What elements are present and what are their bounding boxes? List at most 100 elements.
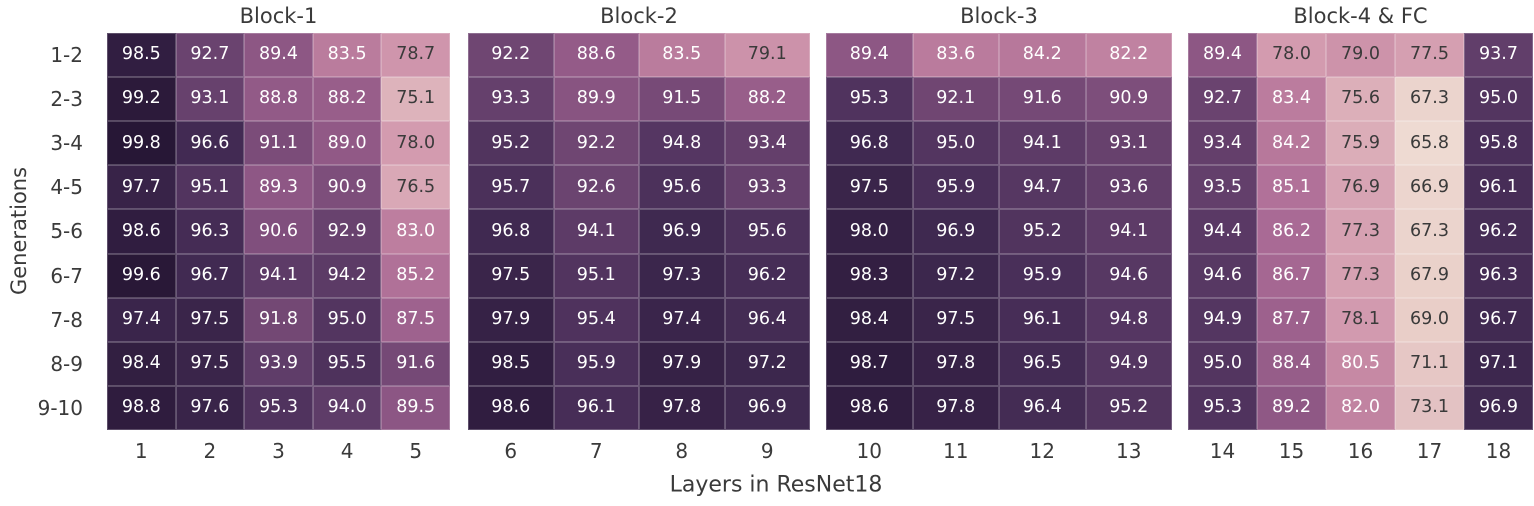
row-tick-label: 4-5: [50, 175, 83, 200]
heatmap-cell: 95.3: [1188, 385, 1257, 430]
x-tick-label: 18: [1485, 439, 1512, 463]
heatmap-cell: 96.9: [724, 385, 810, 430]
heatmap-cell: 73.1: [1395, 385, 1464, 430]
heatmap-cell: 80.5: [1326, 341, 1395, 386]
heatmap-cell: 83.0: [381, 209, 450, 254]
heatmap-cell: 95.0: [312, 297, 382, 342]
heatmap-cell: 98.3: [826, 253, 913, 298]
heatmap-cell: 95.3: [244, 385, 313, 430]
heatmap-cell: 95.2: [468, 121, 554, 166]
heatmap-cell: 94.1: [1085, 209, 1172, 254]
heatmap-cell: 84.2: [1257, 121, 1326, 166]
heatmap-cell: 98.6: [468, 385, 554, 430]
block-2-grid: 92.2 88.6 83.5 79.1 93.3 89.9 91.5 88.2 95.2 92.2…: [468, 33, 810, 430]
row-tick-label: 9-10: [37, 395, 83, 420]
heatmap-cell: 96.1: [1464, 165, 1533, 210]
heatmap-cell: 75.9: [1326, 121, 1395, 166]
heatmap-cell: 96.3: [1464, 253, 1533, 298]
heatmap-cell: 92.7: [1188, 77, 1257, 122]
heatmap-cell: 95.1: [553, 253, 639, 298]
heatmap-cell: 96.9: [912, 209, 999, 254]
heatmap-cell: 97.3: [639, 253, 725, 298]
heatmap-cell: 96.8: [826, 121, 913, 166]
heatmap-cell: 86.2: [1257, 209, 1326, 254]
heatmap-cell: 82.0: [1326, 385, 1395, 430]
heatmap-cell: 96.1: [553, 385, 639, 430]
heatmap-cell: 94.4: [1188, 209, 1257, 254]
heatmap-cell: 95.2: [999, 209, 1086, 254]
heatmap-cell: 91.6: [381, 341, 450, 386]
heatmap-cell: 71.1: [1395, 341, 1464, 386]
block-3-title: Block-3: [960, 4, 1038, 28]
heatmap-cell: 97.5: [175, 297, 245, 342]
heatmap-cell: 96.5: [999, 341, 1086, 386]
heatmap-cell: 96.9: [1464, 385, 1533, 430]
heatmap-cell: 96.3: [175, 209, 245, 254]
heatmap-cell: 96.2: [724, 253, 810, 298]
heatmap-cell: 94.6: [1188, 253, 1257, 298]
heatmap-cell: 83.5: [312, 33, 382, 78]
heatmap-cell: 89.4: [1188, 33, 1257, 78]
heatmap-cell: 95.6: [724, 209, 810, 254]
heatmap-cell: 78.1: [1326, 297, 1395, 342]
heatmap-cell: 88.6: [553, 33, 639, 78]
heatmap-cell: 87.7: [1257, 297, 1326, 342]
heatmap-cell: 85.1: [1257, 165, 1326, 210]
heatmap-block-4: Block-4 & FC 89.4 78.0 79.0 77.5 93.7 92.7 83.…: [1188, 4, 1533, 463]
heatmap-cell: 96.2: [1464, 209, 1533, 254]
heatmap-cell: 97.5: [826, 165, 913, 210]
heatmap-cell: 65.8: [1395, 121, 1464, 166]
block-1-grid: 98.5 92.7 89.4 83.5 78.7 99.2 93.1 88.8 88.2 75.1…: [107, 33, 450, 430]
x-tick-label: 8: [675, 439, 689, 463]
row-tick-label: 8-9: [50, 351, 83, 376]
heatmap-cell: 94.9: [1188, 297, 1257, 342]
heatmap-cell: 95.0: [912, 121, 999, 166]
heatmap-cell: 92.6: [553, 165, 639, 210]
heatmap-cell: 76.9: [1326, 165, 1395, 210]
heatmap-cell: 90.9: [1085, 77, 1172, 122]
block-4-grid: 89.4 78.0 79.0 77.5 93.7 92.7 83.4 75.6 67.3 95.0…: [1188, 33, 1533, 430]
heatmap-cell: 96.7: [175, 253, 245, 298]
block-3-xticks: 10 11 12 13: [826, 437, 1172, 465]
heatmap-cell: 86.7: [1257, 253, 1326, 298]
block-2-title: Block-2: [600, 4, 678, 28]
heatmap-cell: 94.6: [1085, 253, 1172, 298]
heatmap-cell: 98.6: [826, 385, 913, 430]
heatmap-cell: 93.1: [1085, 121, 1172, 166]
heatmap-cell: 95.7: [468, 165, 554, 210]
heatmap-cell: 79.1: [724, 33, 810, 78]
heatmap-cell: 94.0: [312, 385, 382, 430]
heatmap-cell: 97.7: [107, 165, 176, 210]
heatmap-cell: 91.6: [999, 77, 1086, 122]
heatmap-cell: 97.2: [912, 253, 999, 298]
x-tick-label: 15: [1278, 439, 1305, 463]
row-tick-label: 6-7: [50, 263, 83, 288]
heatmap-cell: 83.4: [1257, 77, 1326, 122]
heatmap-cell: 98.8: [107, 385, 176, 430]
heatmap-cell: 98.5: [107, 33, 176, 78]
heatmap-cell: 89.0: [312, 121, 382, 166]
heatmap-cell: 98.4: [107, 341, 176, 386]
x-tick-label: 11: [943, 439, 969, 463]
heatmap-cell: 75.6: [1326, 77, 1395, 122]
heatmap-cell: 83.6: [912, 33, 999, 78]
heatmap-cell: 93.4: [1188, 121, 1257, 166]
heatmap-cell: 85.2: [381, 253, 450, 298]
heatmap-cell: 95.9: [999, 253, 1086, 298]
heatmap-cell: 66.9: [1395, 165, 1464, 210]
block-4-title: Block-4 & FC: [1293, 4, 1428, 28]
heatmap-cell: 67.3: [1395, 209, 1464, 254]
heatmap-cell: 67.3: [1395, 77, 1464, 122]
heatmap-cell: 98.4: [826, 297, 913, 342]
heatmap-cell: 91.8: [244, 297, 313, 342]
x-tick-label: 17: [1416, 439, 1443, 463]
heatmap-cell: 93.4: [724, 121, 810, 166]
heatmap-cell: 90.6: [244, 209, 313, 254]
x-axis-label: Layers in ResNet18: [669, 472, 883, 498]
heatmap-cell: 97.5: [912, 297, 999, 342]
heatmap-cell: 79.0: [1326, 33, 1395, 78]
block-3-grid: 89.4 83.6 84.2 82.2 95.3 92.1 91.6 90.9 96.8 95.0…: [826, 33, 1172, 430]
x-tick-label: 3: [272, 439, 285, 463]
heatmap-cell: 77.5: [1395, 33, 1464, 78]
